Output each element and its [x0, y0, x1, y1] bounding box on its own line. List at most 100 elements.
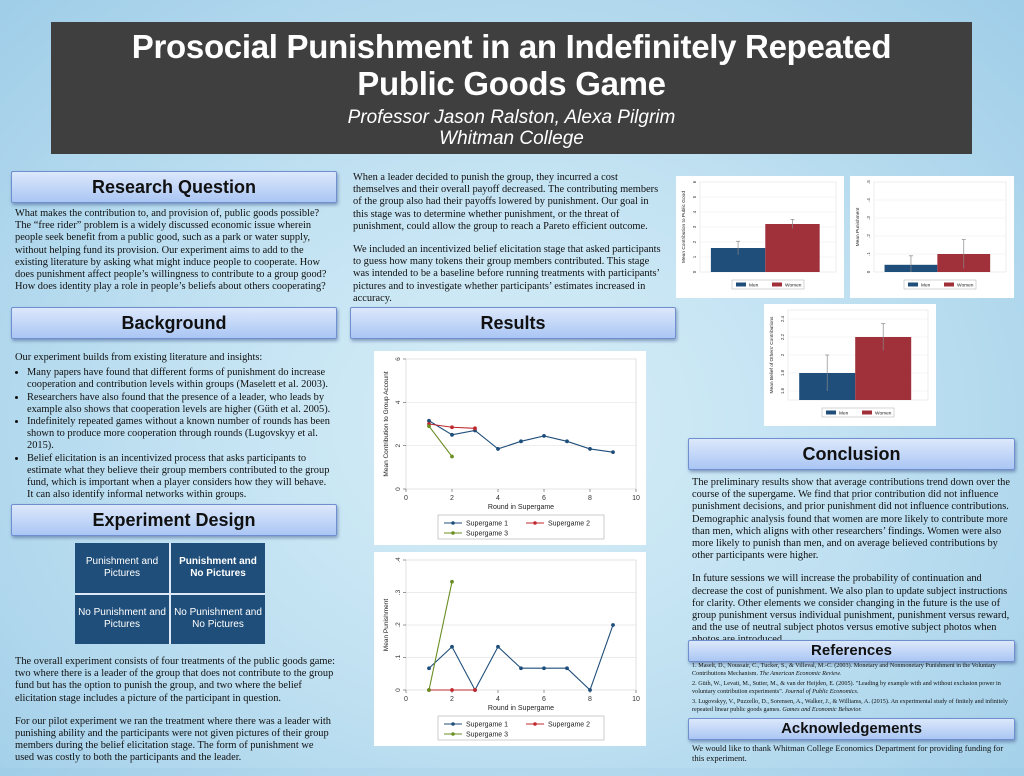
- data-point: [450, 579, 454, 584]
- bar: [765, 224, 820, 272]
- y-tick-label: 2.4: [780, 315, 785, 322]
- data-point: [473, 688, 477, 692]
- data-point: [588, 447, 592, 451]
- x-tick-label: 2: [450, 495, 454, 502]
- contribution-line-chart: 0 2 4 6 0 2 4 6 8 10 Round in Supergame Mean Contri…: [374, 351, 646, 545]
- reference-item: 2. Güth, W., Levati, M., Sutter, M., & v…: [692, 680, 1010, 695]
- title-line-2: Public Goods Game: [357, 65, 666, 102]
- contribution-line-chart-svg: 0 2 4 6 0 2 4 6 8 10 Round in Supergame Mean Contri…: [383, 357, 640, 540]
- x-tick-label: 4: [496, 495, 500, 502]
- design-cell: Punishment and Pictures: [75, 543, 169, 593]
- y-tick-label: 2: [395, 443, 402, 447]
- y-tick-label: .4: [395, 557, 402, 563]
- x-tick-label: 10: [632, 696, 640, 703]
- x-tick-label: 6: [542, 696, 546, 703]
- legend-swatch: [826, 410, 836, 415]
- data-point: [450, 644, 454, 649]
- y-tick-label: .2: [866, 234, 871, 238]
- institution: Whitman College: [439, 128, 584, 149]
- legend-label: Women: [957, 282, 974, 288]
- data-point: [565, 666, 569, 671]
- y-tick-label: 3: [692, 225, 697, 228]
- legend-marker: [451, 521, 455, 525]
- data-point: [519, 439, 523, 444]
- data-point: [496, 644, 500, 649]
- research-question-text: What makes the contribution to, and prov…: [15, 208, 335, 304]
- data-point: [427, 418, 431, 423]
- reference-item: 3. Lugovskyy, V., Puzzello, D., Sorensen…: [692, 698, 1010, 713]
- middle-paragraph-2: We included an incentivized belief elici…: [353, 244, 661, 304]
- y-axis-label: Mean Belief of Others' Contributions: [769, 316, 775, 394]
- acknowledgements-text: We would like to thank Whitman College E…: [692, 743, 1004, 763]
- data-point: [496, 447, 500, 451]
- y-tick-label: .2: [395, 622, 402, 628]
- middle-paragraph-1: When a leader decided to punish the grou…: [353, 172, 659, 232]
- experiment-design-heading: Experiment Design: [11, 504, 337, 536]
- legend-swatch: [736, 282, 746, 287]
- y-tick-label: .5: [866, 180, 871, 184]
- reference-text: 1. Maselt, D., Noussair, C., Tucker, S.,…: [692, 662, 996, 677]
- design-paragraph-2: For our pilot experiment we ran the trea…: [15, 715, 331, 764]
- list-item: Researchers have also found that the pre…: [27, 392, 335, 416]
- reference-item: 1. Maselt, D., Noussair, C., Tucker, S.,…: [692, 662, 1010, 677]
- title-line-1: Prosocial Punishment in an Indefinitely …: [131, 28, 892, 65]
- data-point: [427, 666, 431, 671]
- design-cell-highlighted: Punishment and No Pictures: [171, 543, 265, 593]
- data-point: [450, 425, 454, 430]
- legend-marker: [451, 732, 455, 736]
- legend-label: Women: [785, 282, 802, 288]
- title-banner: Prosocial Punishment in an Indefinitely …: [51, 22, 972, 154]
- research-question-heading: Research Question: [11, 171, 337, 203]
- punishment-gender-bar-chart-svg: 0 .1 .2 .3 .4 .5 Mean Punishment Men Women: [855, 180, 1007, 290]
- data-point: [450, 432, 454, 437]
- data-point: [542, 434, 546, 438]
- legend-label: Supergame 3: [466, 531, 508, 538]
- x-tick-label: 10: [632, 495, 640, 502]
- punishment-gender-bar-chart: 0 .1 .2 .3 .4 .5 Mean Punishment Men Women: [850, 176, 1014, 298]
- legend-label: Men: [839, 410, 849, 416]
- legend-box: [903, 279, 977, 290]
- legend-box: [437, 514, 605, 540]
- data-point: [611, 450, 615, 455]
- authors: Professor Jason Ralston, Alexa Pilgrim: [347, 107, 676, 128]
- x-tick-label: 0: [404, 495, 408, 502]
- data-point: [542, 666, 546, 671]
- y-tick-label: .3: [866, 216, 871, 220]
- y-tick-label: .4: [866, 198, 871, 202]
- legend-label: Women: [875, 410, 892, 416]
- background-text: Our experiment builds from existing lite…: [15, 352, 335, 501]
- legend-label: Supergame 1: [466, 722, 508, 729]
- y-tick-label: .1: [866, 252, 871, 256]
- legend-box: [821, 407, 895, 418]
- y-tick-label: 1.8: [780, 369, 785, 376]
- reference-journal: Journal of Public Economics.: [784, 687, 859, 695]
- reference-journal: The American Economic Review.: [759, 669, 842, 677]
- legend-swatch: [862, 410, 872, 415]
- belief-gender-bar-chart-svg: 1.6 1.8 2 2.2 2.4 Mean Belief of Others' Cont…: [769, 309, 929, 418]
- data-point: [427, 688, 431, 692]
- data-point: [427, 424, 431, 429]
- x-axis-label: Round in Supergame: [488, 705, 554, 712]
- y-tick-label: 0: [692, 270, 697, 273]
- contribution-gender-bar-chart: 0 1 2 3 4 5 6 Mean Contribution to Public Good M…: [676, 176, 844, 298]
- legend-label: Supergame 1: [466, 521, 508, 528]
- legend-swatch: [772, 282, 782, 287]
- conclusion-text: The preliminary results show that averag…: [692, 477, 1012, 658]
- reference-journal: Games and Economic Behavior.: [782, 705, 862, 713]
- x-tick-label: 8: [588, 696, 592, 703]
- legend-marker: [533, 521, 537, 525]
- data-point: [450, 688, 454, 692]
- x-tick-label: 6: [542, 495, 546, 502]
- legend-label: Supergame 3: [466, 732, 508, 739]
- legend-label: Men: [749, 282, 759, 288]
- background-intro: Our experiment builds from existing lite…: [15, 352, 263, 363]
- series-line: [428, 425, 453, 457]
- x-tick-label: 8: [588, 495, 592, 502]
- x-axis-label: Round in Supergame: [488, 504, 554, 511]
- list-item: Indefinitely repeated games without a kn…: [27, 416, 335, 453]
- y-tick-label: .1: [395, 654, 402, 660]
- results-heading: Results: [350, 307, 676, 339]
- legend-swatch: [908, 282, 918, 287]
- data-point: [611, 623, 615, 627]
- background-list: Many papers have found that different fo…: [15, 367, 335, 501]
